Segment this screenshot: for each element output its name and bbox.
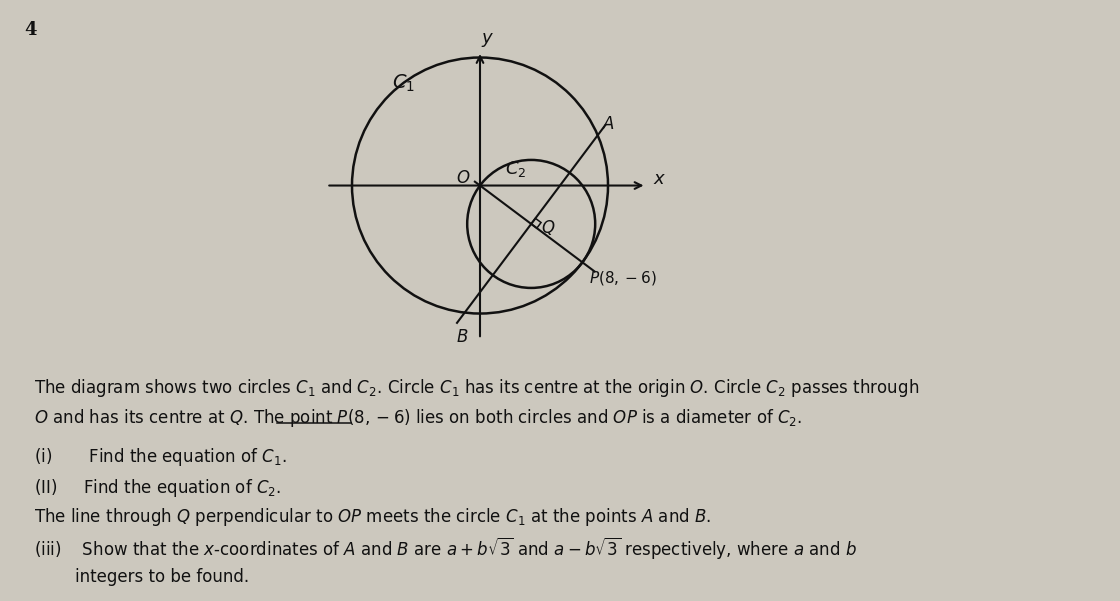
Text: 4: 4 <box>25 21 37 39</box>
Text: $P(8,-6)$: $P(8,-6)$ <box>589 269 656 287</box>
Text: The diagram shows two circles $C_1$ and $C_2$. Circle $C_1$ has its centre at th: The diagram shows two circles $C_1$ and … <box>34 377 918 398</box>
Text: integers to be found.: integers to be found. <box>75 568 249 586</box>
Text: $B$: $B$ <box>456 328 468 346</box>
Text: $C_1$: $C_1$ <box>392 73 414 94</box>
Text: $Q$: $Q$ <box>541 218 556 237</box>
Text: $O$ and has its centre at $Q$. The point $P(8,-6)$ lies on both circles and $OP$: $O$ and has its centre at $Q$. The point… <box>34 407 802 429</box>
Text: (iii)    Show that the $x$-coordinates of $A$ and $B$ are $a+b\sqrt{3}$ and $a-b: (iii) Show that the $x$-coordinates of $… <box>34 535 857 561</box>
Text: $O$: $O$ <box>456 169 470 187</box>
Text: $A$: $A$ <box>601 115 615 133</box>
Text: $y$: $y$ <box>480 31 494 49</box>
Text: (i)       Find the equation of $C_1$.: (i) Find the equation of $C_1$. <box>34 446 287 468</box>
Text: $C_2$: $C_2$ <box>505 159 526 179</box>
Text: (II)     Find the equation of $C_2$.: (II) Find the equation of $C_2$. <box>34 477 281 499</box>
Text: $x$: $x$ <box>653 170 666 188</box>
Text: The line through $Q$ perpendicular to $OP$ meets the circle $C_1$ at the points : The line through $Q$ perpendicular to $O… <box>34 506 711 528</box>
